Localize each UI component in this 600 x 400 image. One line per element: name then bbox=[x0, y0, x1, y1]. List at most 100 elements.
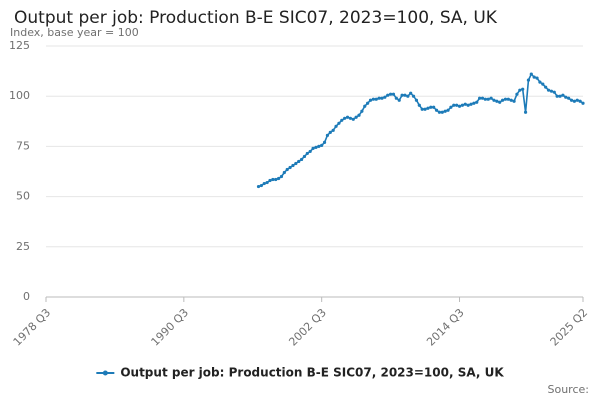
y-tick-label: 25 bbox=[16, 240, 30, 253]
data-point bbox=[397, 98, 401, 102]
data-point bbox=[440, 110, 444, 114]
data-point bbox=[311, 146, 315, 151]
data-point bbox=[429, 105, 433, 109]
data-point bbox=[414, 98, 419, 102]
data-point bbox=[535, 76, 539, 80]
data-point bbox=[262, 181, 266, 186]
y-tick-label: 100 bbox=[9, 89, 30, 102]
x-tick-label: 2014 Q3 bbox=[424, 306, 467, 349]
data-point bbox=[443, 109, 447, 113]
data-point bbox=[334, 124, 338, 128]
data-point bbox=[366, 101, 370, 105]
data-point bbox=[466, 103, 470, 107]
data-point bbox=[357, 113, 361, 117]
data-point bbox=[328, 130, 332, 134]
legend-marker bbox=[102, 370, 108, 376]
data-point bbox=[417, 103, 421, 107]
data-point bbox=[388, 92, 393, 96]
data-point bbox=[555, 94, 559, 98]
data-point bbox=[460, 103, 464, 107]
data-point bbox=[411, 94, 416, 98]
data-point bbox=[297, 159, 301, 164]
data-point bbox=[420, 107, 424, 111]
data-point bbox=[546, 88, 551, 92]
data-point bbox=[400, 93, 404, 97]
data-point bbox=[374, 97, 378, 101]
data-point bbox=[500, 98, 505, 102]
data-point bbox=[271, 177, 275, 182]
data-point bbox=[406, 94, 410, 98]
data-point bbox=[432, 105, 436, 109]
data-point bbox=[380, 96, 384, 100]
data-point bbox=[541, 82, 545, 86]
data-point bbox=[523, 110, 528, 114]
x-tick-label: 1990 Q3 bbox=[149, 306, 192, 349]
data-point bbox=[305, 151, 309, 156]
data-point bbox=[463, 102, 467, 106]
data-point bbox=[256, 184, 261, 189]
data-point bbox=[486, 97, 490, 101]
data-point bbox=[434, 108, 439, 112]
data-point bbox=[489, 96, 493, 100]
data-point bbox=[521, 87, 525, 91]
data-point bbox=[552, 90, 556, 94]
data-point bbox=[538, 80, 542, 84]
chart-title: Output per job: Production B-E SIC07, 20… bbox=[14, 8, 498, 28]
data-point bbox=[409, 91, 413, 95]
data-point bbox=[498, 100, 502, 104]
data-point bbox=[558, 94, 562, 98]
data-point bbox=[317, 144, 321, 148]
data-point bbox=[320, 143, 324, 147]
data-point bbox=[277, 176, 281, 181]
data-point bbox=[314, 145, 318, 150]
data-point bbox=[371, 97, 375, 101]
data-point bbox=[475, 100, 479, 104]
data-point bbox=[331, 128, 335, 132]
data-point bbox=[449, 105, 453, 109]
data-point bbox=[455, 103, 459, 107]
data-point bbox=[285, 167, 289, 172]
data-point bbox=[403, 93, 407, 97]
data-point bbox=[426, 106, 430, 110]
y-tick-label: 75 bbox=[16, 139, 30, 152]
data-point bbox=[423, 107, 427, 111]
data-point bbox=[512, 99, 516, 103]
y-tick-label: 125 bbox=[9, 39, 30, 52]
data-point bbox=[483, 97, 487, 101]
data-point bbox=[265, 180, 269, 185]
y-axis-label: Index, base year = 100 bbox=[10, 26, 139, 39]
data-point bbox=[360, 109, 364, 113]
data-point bbox=[578, 99, 582, 103]
data-point bbox=[437, 110, 442, 114]
data-point bbox=[291, 163, 295, 168]
data-point bbox=[495, 99, 499, 103]
data-point bbox=[394, 96, 398, 100]
data-point bbox=[572, 99, 576, 103]
legend-label: Output per job: Production B-E SIC07, 20… bbox=[120, 366, 504, 380]
data-point bbox=[549, 89, 554, 93]
data-point bbox=[368, 98, 373, 102]
data-point bbox=[354, 115, 358, 119]
data-point bbox=[480, 96, 485, 100]
data-point bbox=[363, 104, 367, 108]
y-tick-label: 0 bbox=[23, 290, 30, 303]
data-point bbox=[391, 92, 396, 96]
data-point bbox=[383, 95, 387, 99]
data-point bbox=[469, 102, 473, 106]
data-point bbox=[478, 96, 482, 100]
data-point bbox=[259, 183, 263, 188]
data-point bbox=[529, 72, 533, 76]
data-point bbox=[343, 116, 347, 120]
source: Source: bbox=[548, 383, 590, 396]
data-point bbox=[452, 103, 456, 107]
data-point bbox=[509, 98, 513, 102]
data-point bbox=[503, 97, 508, 101]
data-point bbox=[506, 97, 510, 101]
y-tick-label: 50 bbox=[16, 190, 30, 203]
data-point bbox=[532, 75, 536, 79]
data-point bbox=[472, 101, 476, 105]
data-point bbox=[348, 116, 352, 120]
data-point bbox=[567, 96, 571, 100]
data-point bbox=[457, 104, 462, 108]
x-tick-label: 1978 Q3 bbox=[11, 306, 54, 349]
